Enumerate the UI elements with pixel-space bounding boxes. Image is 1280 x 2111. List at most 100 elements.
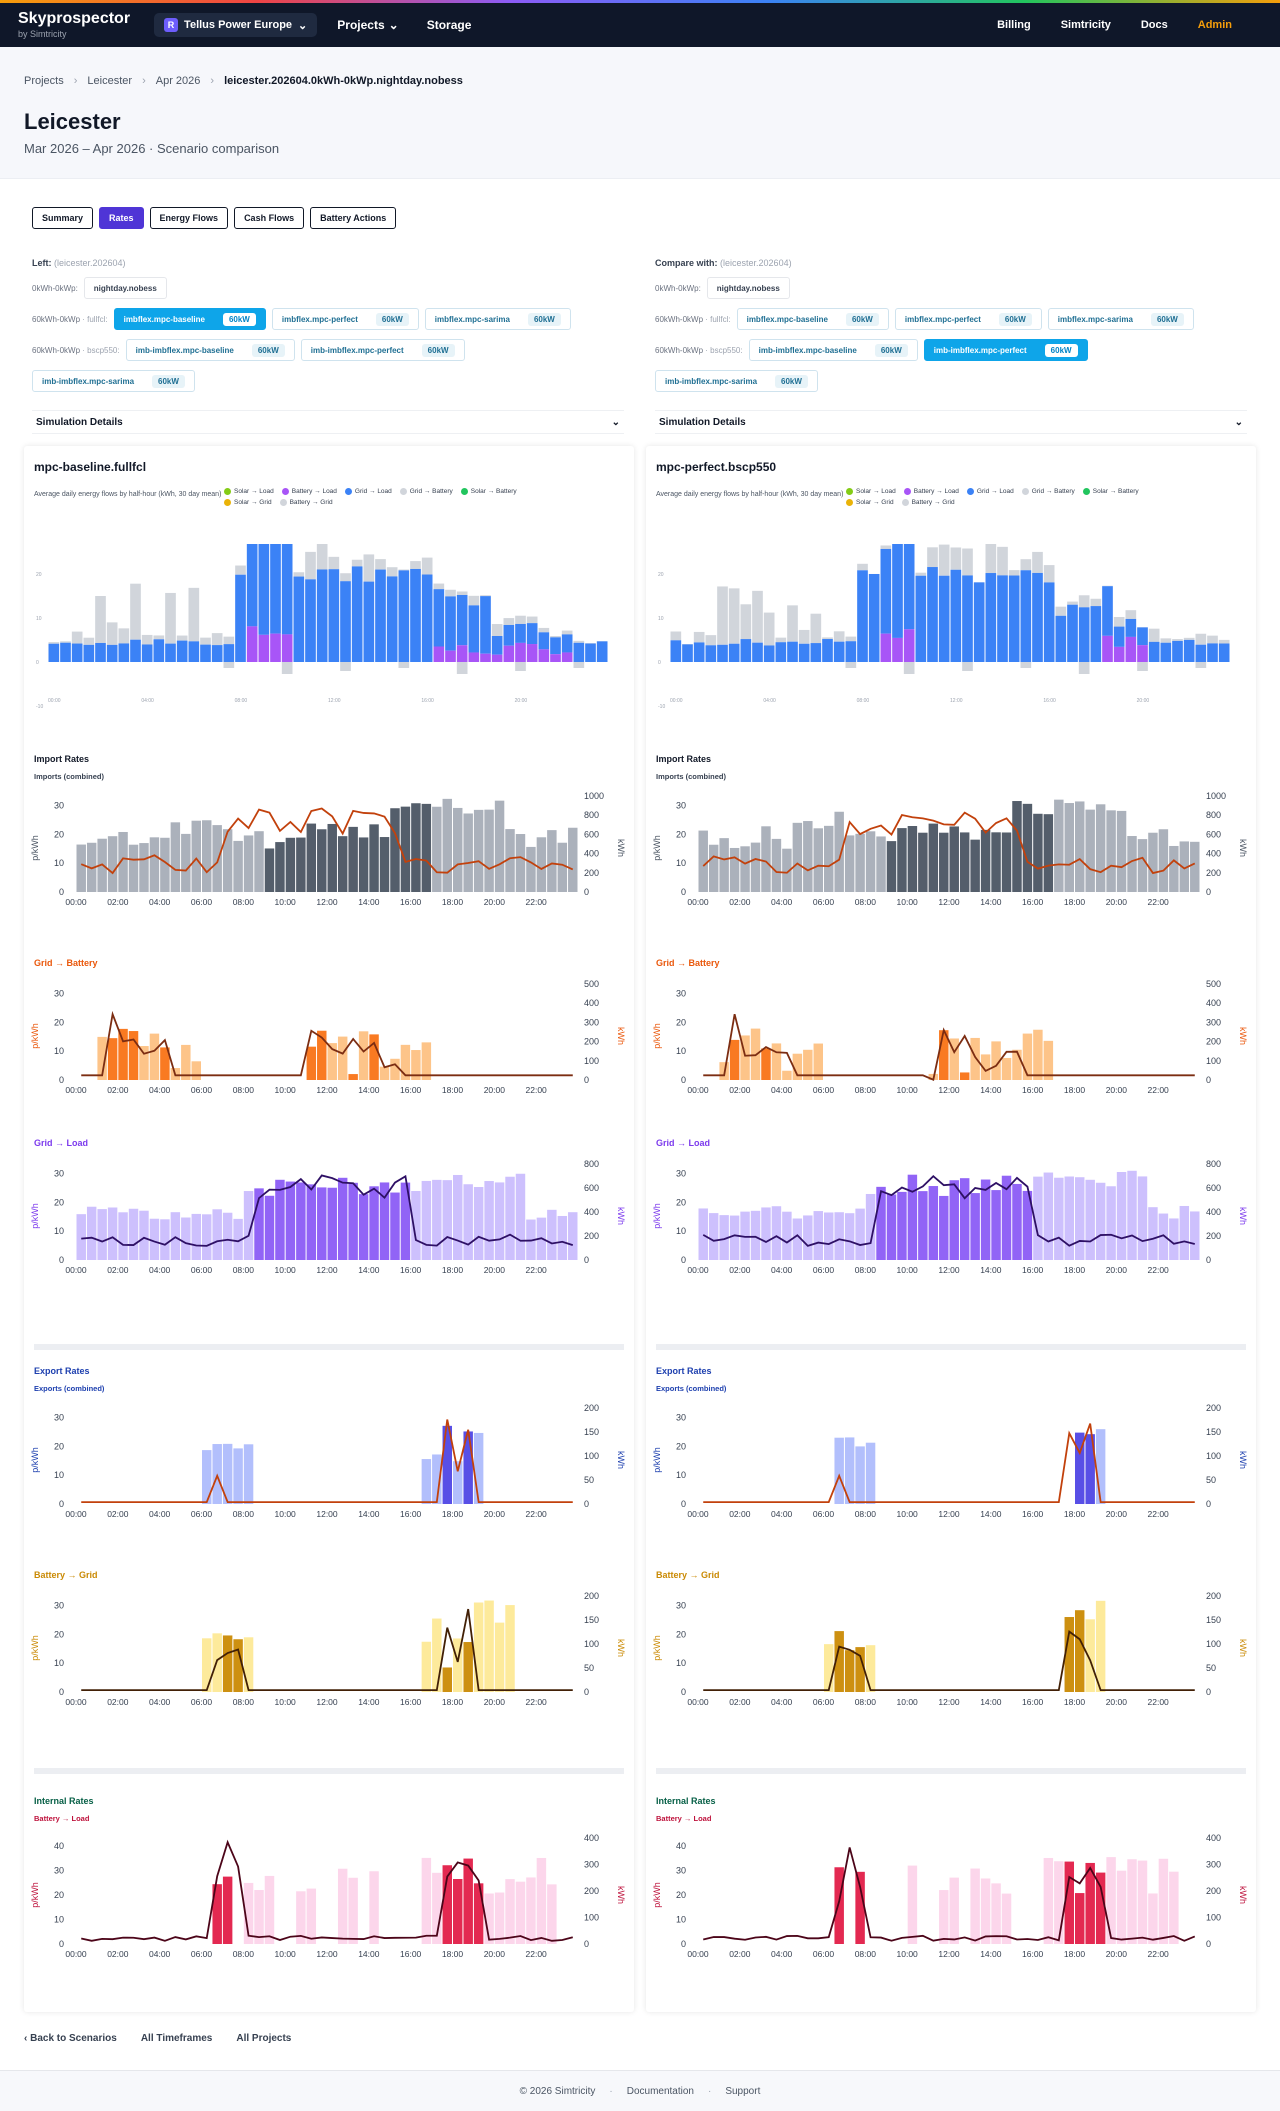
flow-bar-battery-grid [1078,662,1090,674]
flow-bar-grid-load [857,570,868,662]
flow-bar-grid-battery [1183,637,1195,640]
row-label-sub: · bscp550: [82,345,120,355]
scenario-chip[interactable]: imb-imbflex.mpc-sarima 60kW [32,370,195,392]
y2-tick: 0 [584,1499,589,1509]
rate-bar [494,1622,505,1692]
y2-tick: 600 [1206,1183,1221,1193]
all-timeframes-link[interactable]: All Timeframes [140,2033,213,2044]
nav-billing[interactable]: Billing [997,19,1031,31]
flow-bar-grid-load [1113,626,1125,647]
chevron-down-icon: ⌄ [388,18,399,32]
flow-bar-battery-load [561,652,573,662]
rate-bar [505,829,515,892]
y2-tick: 200 [584,868,599,878]
tab-rates[interactable]: Rates [99,207,144,229]
scenario-chip[interactable]: imb-imbflex.mpc-sarima 60kW [655,370,818,392]
flow-bar-grid-load [1172,640,1183,662]
rate-bar [698,1208,708,1260]
scenario-chip[interactable]: imb-imbflex.mpc-perfect 60kW [300,339,465,361]
all-projects-link[interactable]: All Projects [236,2033,292,2044]
y-tick: 40 [676,1841,686,1851]
rate-bar [473,1602,484,1692]
scenario-chip[interactable]: imb-imbflex.mpc-perfect 60kW [923,339,1088,361]
scenario-chip[interactable]: imbflex.mpc-perfect 60kW [894,308,1042,330]
flow-bar-grid-battery [705,635,717,646]
flow-bar-grid-load [305,579,316,662]
rate-bar [400,1182,411,1260]
rate-bar [939,1030,949,1080]
tab-cash-flows[interactable]: Cash Flows [234,207,305,229]
simulation-details-right[interactable]: Simulation Details ⌄ [655,410,1247,434]
x-tick: 04:00 [771,897,793,907]
breadcrumb-month[interactable]: Apr 2026 [155,75,201,87]
section-title: Battery → Grid [34,1570,98,1580]
nav-storage[interactable]: Storage [426,18,472,32]
simulation-details-left[interactable]: Simulation Details ⌄ [32,410,624,434]
nav-admin[interactable]: Admin [1197,19,1232,31]
breadcrumb-leicester[interactable]: Leicester [87,75,133,87]
support-link[interactable]: Support [725,2085,761,2097]
nav-projects[interactable]: Projects ⌄ [337,18,399,32]
rate-bar [1085,1619,1095,1692]
scenario-chip[interactable]: imbflex.mpc-sarima 60kW [424,308,571,330]
tab-energy-flows[interactable]: Energy Flows [149,207,229,229]
y-axis-label: p/kWh [652,1635,662,1661]
flow-bar-grid-load [973,582,985,662]
scenario-chip[interactable]: imb-imbflex.mpc-baseline 60kW [125,339,295,361]
scenario-chip[interactable]: imbflex.mpc-baseline 60kW [113,308,266,330]
scenario-chip[interactable]: imb-imbflex.mpc-baseline 60kW [748,339,918,361]
tab-summary[interactable]: Summary [32,207,94,229]
x-tick: 12:00 [938,1949,960,1959]
x-tick: 14:00 [358,1085,380,1095]
energy-line [703,1847,1196,1942]
scenario-chip[interactable]: nightday.nobess [83,277,167,299]
rate-bar [97,1209,107,1260]
flow-bar-grid-load [550,637,561,655]
footer-links: ‹ Back to Scenarios All Timeframes All P… [24,2033,291,2044]
flow-bar-battery-load [491,654,503,662]
x-tick: 10:00 [275,1265,297,1275]
rate-bar [243,1637,254,1692]
scenario-chip[interactable]: imbflex.mpc-sarima 60kW [1047,308,1194,330]
rate-bar [536,1857,547,1944]
flow-bar-grid-load [1195,644,1207,662]
section-title: Grid → Load [656,1138,710,1148]
flow-x-tick: 08:00 [857,698,870,704]
scenario-chip[interactable]: imbflex.mpc-perfect 60kW [271,308,419,330]
x-tick: 18:00 [1064,1949,1086,1959]
rate-bar [494,1892,505,1944]
x-tick: 22:00 [1148,897,1170,907]
rate-bar [222,829,233,892]
org-switcher[interactable]: R Tellus Power Europe ⌄ [154,13,318,37]
rate-bar [191,820,201,892]
rate-bar [1158,1858,1169,1944]
rate-bar [1085,1862,1095,1944]
x-tick: 14:00 [980,1265,1002,1275]
rate-bar [750,1210,761,1260]
flow-bar-battery-grid [223,662,235,668]
tab-battery-actions[interactable]: Battery Actions [310,207,397,229]
results-panel-right: mpc-perfect.bscp550 Average daily energy… [646,446,1256,2012]
nav-docs[interactable]: Docs [1140,19,1168,31]
scenario-chip[interactable]: nightday.nobess [706,277,790,299]
y2-tick: 800 [584,1159,599,1169]
brand-logo[interactable]: Skyprospector by Simtricity [18,11,130,39]
flow-bar-grid-battery [1020,559,1032,571]
scenario-chip[interactable]: imbflex.mpc-baseline 60kW [736,308,889,330]
legend-swatch [281,488,289,495]
legend-item: Grid → Load [966,488,1014,495]
rate-chart-import: 0 10 20 30 0 200 400 600 800 1000 p/kWh kWh 00:00 02:… [30,791,626,907]
y2-tick: 800 [1206,810,1221,820]
flow-bar-grid-load [95,642,106,662]
breadcrumb-projects[interactable]: Projects [24,75,64,87]
x-tick: 22:00 [1148,1949,1170,1959]
flow-bar-grid-battery [1160,638,1172,643]
nav-simtricity[interactable]: Simtricity [1060,19,1111,31]
documentation-link[interactable]: Documentation [626,2085,694,2097]
legend-item: Solar → Load [224,488,274,495]
back-to-scenarios-link[interactable]: ‹ Back to Scenarios [24,2033,117,2044]
flow-bar-grid-load [480,596,491,654]
y-tick: 20 [54,829,64,839]
rate-bar [473,1432,484,1504]
rate-bar [568,827,578,892]
